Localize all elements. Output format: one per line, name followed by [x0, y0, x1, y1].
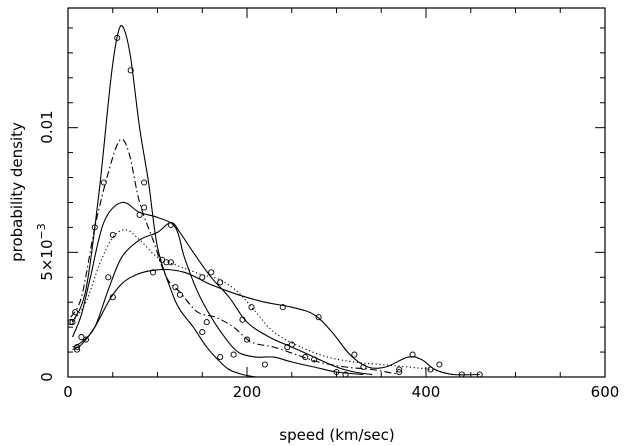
- series-5-point-7: [302, 354, 309, 361]
- series-line-1: [71, 24, 256, 378]
- y-tick-label-5e-3: 5×10−3: [35, 223, 56, 280]
- series-6-point-8: [396, 366, 403, 373]
- series-6-point-5: [248, 304, 255, 311]
- series-1-point-1: [114, 34, 121, 41]
- series-6-point-1: [69, 319, 76, 326]
- plot-frame: [67, 7, 606, 378]
- series-4-point-2: [109, 294, 116, 301]
- series-4-point-4: [199, 274, 206, 281]
- ticks-layer: [67, 8, 606, 378]
- series-4-point-11: [476, 371, 483, 378]
- x-tick-label-600: 600: [591, 383, 620, 401]
- x-tick-label-400: 400: [412, 383, 441, 401]
- series-4-point-7: [351, 351, 358, 358]
- series-4-point-8: [409, 351, 416, 358]
- series-2-point-3: [136, 211, 143, 218]
- x-tick-label-200: 200: [233, 383, 262, 401]
- series-6-point-4: [217, 279, 224, 286]
- series-6-point-9: [436, 361, 443, 368]
- series-2-point-2: [91, 224, 98, 231]
- series-6-point-6: [288, 341, 295, 348]
- series-line-4: [72, 268, 480, 376]
- y-tick-label-5e-3-base: 5×10: [38, 240, 56, 281]
- series-1-point-4: [158, 256, 166, 263]
- series-2-point-1: [78, 334, 85, 341]
- series-2-point-8: [311, 356, 318, 363]
- series-3-point-3: [105, 274, 112, 281]
- series-6-point-7: [360, 363, 367, 371]
- x-axis-label: speed (km/sec): [279, 426, 394, 444]
- series-4-point-10: [458, 371, 465, 378]
- series-3-point-8: [333, 368, 340, 376]
- series-3-point-7: [284, 344, 291, 351]
- series-2-point-6: [230, 351, 237, 358]
- series-1-point-2: [127, 67, 134, 74]
- series-line-2: [71, 201, 364, 376]
- series-3-point-4: [167, 221, 174, 228]
- series-5-point-2: [72, 309, 79, 316]
- y-tick-label-0: 0: [38, 372, 56, 382]
- series-5-point-1: [67, 319, 74, 326]
- y-axis-label: probability density: [8, 122, 26, 262]
- series-2-point-4: [167, 259, 174, 266]
- series-2-point-7: [261, 361, 268, 368]
- series-1-point-6: [199, 329, 206, 336]
- x-tick-label-0: 0: [63, 383, 73, 401]
- series-1-point-5: [172, 284, 179, 291]
- series-4-point-1: [73, 346, 81, 353]
- y-tick-label-5e-3-exponent: −3: [35, 223, 48, 239]
- series-3-point-5: [208, 269, 215, 276]
- series-1-point-7: [217, 354, 224, 361]
- series-3-point-6: [239, 316, 246, 323]
- y-tick-label-0.01: 0.01: [38, 110, 56, 143]
- series-5-point-8: [396, 368, 403, 376]
- series-4-point-3: [149, 269, 157, 276]
- series-1-point-3: [141, 179, 148, 186]
- markers-layer: [67, 34, 483, 378]
- series-2-point-5: [203, 319, 210, 326]
- series-4-point-5: [279, 304, 286, 311]
- series-6-point-2: [109, 231, 116, 238]
- series-4-point-6: [315, 314, 322, 321]
- series-line-5: [70, 138, 400, 376]
- series-3-point-2: [82, 336, 89, 343]
- series-5-point-3: [100, 179, 107, 186]
- series-6-point-3: [163, 259, 170, 266]
- series-2-point-9: [342, 371, 349, 378]
- curves-layer: [70, 24, 480, 378]
- series-5-point-4: [141, 204, 148, 211]
- series-5-point-6: [243, 336, 251, 343]
- series-line-3: [72, 221, 373, 376]
- series-3-point-1: [73, 344, 81, 351]
- series-4-point-9: [427, 366, 434, 373]
- series-5-point-5: [176, 291, 183, 298]
